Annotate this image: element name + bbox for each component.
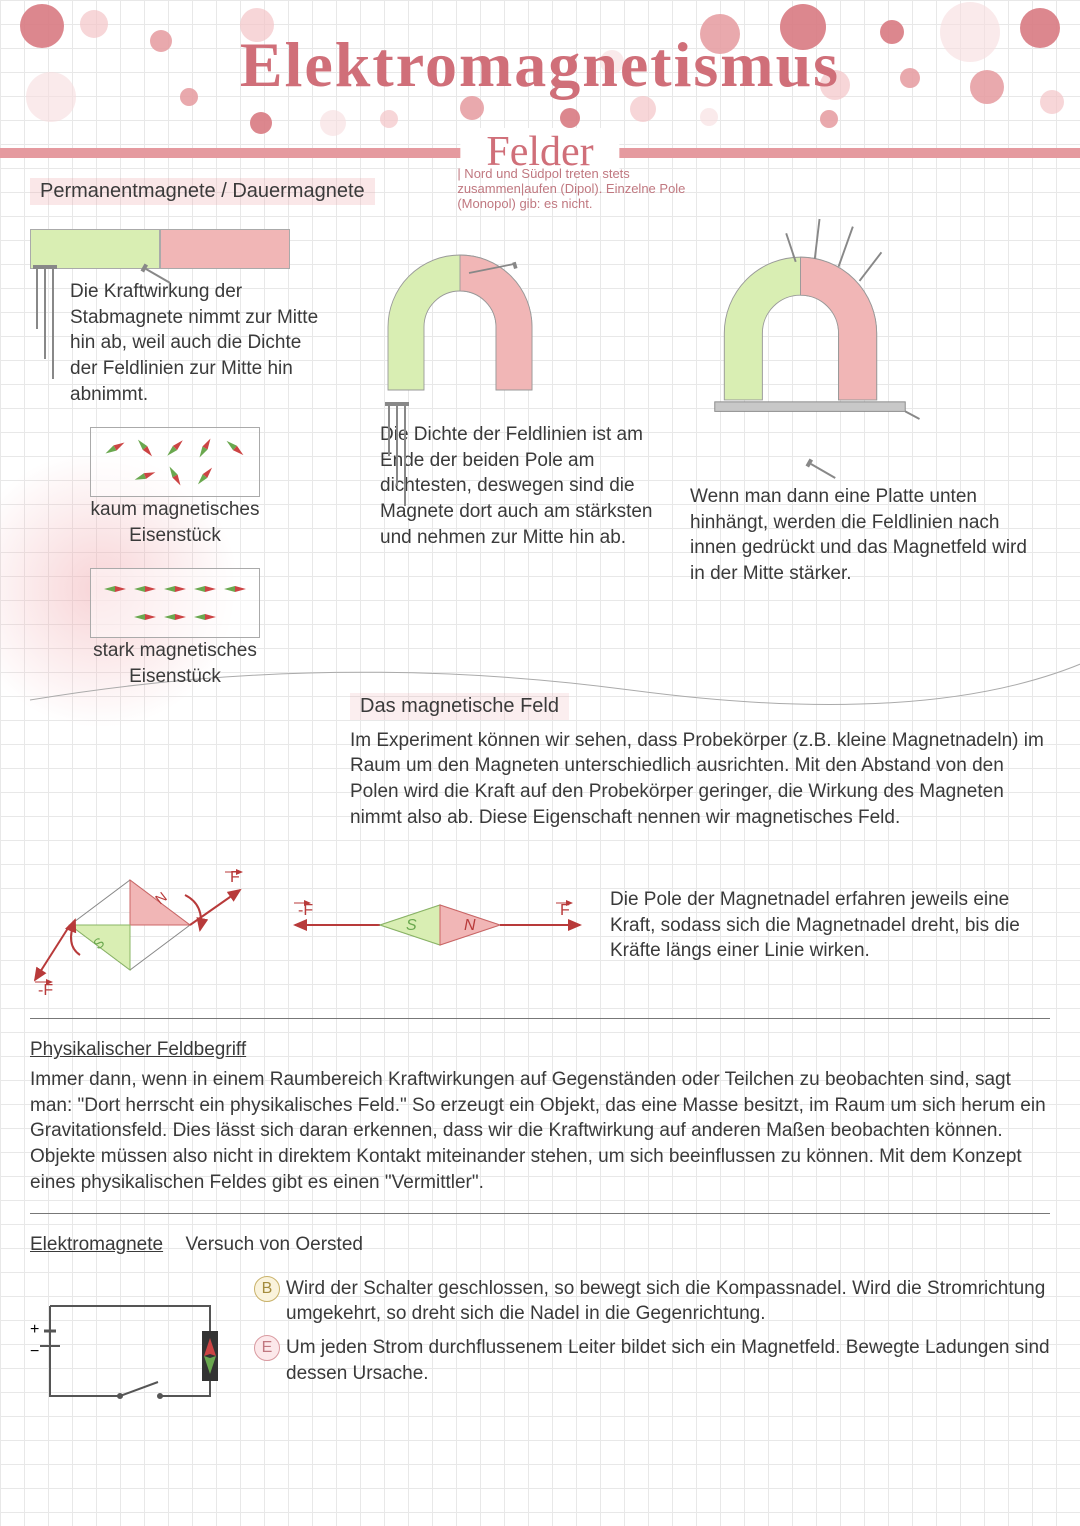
horseshoe-text: Die Dichte der Feldlinien ist am Ende de… xyxy=(380,422,670,550)
aligned-needle-diagram: -F S N F xyxy=(280,885,590,965)
svg-text:-F: -F xyxy=(298,902,313,919)
divider-1 xyxy=(30,1018,1050,1019)
explanation-badge: E xyxy=(254,1335,280,1361)
rotating-needle-diagram: N S F -F xyxy=(30,850,260,1000)
divider-2 xyxy=(30,1213,1050,1214)
page-title: Elektromagnetismus xyxy=(0,28,1080,102)
strong-iron-label: stark magnetisches Eisenstück xyxy=(90,638,260,689)
svg-text:F: F xyxy=(560,902,570,919)
dipole-note: | Nord und Südpol treten stets zusammen|… xyxy=(457,166,687,213)
bar-magnet xyxy=(30,229,290,269)
oersted-observation: Wird der Schalter geschlossen, so bewegt… xyxy=(286,1276,1050,1327)
fieldconcept-body: Immer dann, wenn in einem Raumbereich Kr… xyxy=(30,1067,1050,1195)
iron-box-strong xyxy=(90,568,260,638)
plate-text: Wenn man dann eine Platte unten hinhängt… xyxy=(690,484,1030,587)
oersted-explanation: Um jeden Strom durchflussenem Leiter bil… xyxy=(286,1335,1050,1386)
electromagnets-heading: Elektromagnete xyxy=(30,1234,163,1255)
observation-badge: B xyxy=(254,1276,280,1302)
oersted-circuit: + − xyxy=(30,1276,230,1426)
svg-text:N: N xyxy=(464,917,476,934)
magfield-heading: Das magnetische Feld xyxy=(350,693,569,720)
weak-iron-label: kaum magnetisches Eisenstück xyxy=(90,497,260,548)
barmagnet-text: Die Kraftwirkung der Stabmagnete nimmt z… xyxy=(70,279,330,407)
svg-text:−: − xyxy=(30,1343,39,1360)
iron-box-weak xyxy=(90,427,260,497)
needle-forces-text: Die Pole der Magnetnadel erfahren jeweil… xyxy=(610,887,1050,964)
fieldconcept-heading: Physikalischer Feldbegriff xyxy=(30,1037,1050,1063)
svg-text:-F: -F xyxy=(38,982,53,999)
horseshoe-magnet-2 xyxy=(690,219,930,419)
oersted-heading: Versuch von Oersted xyxy=(186,1234,363,1255)
magfield-body: Im Experiment können wir sehen, dass Pro… xyxy=(350,728,1050,831)
svg-text:S: S xyxy=(406,917,417,934)
svg-text:+: + xyxy=(30,1321,39,1338)
permanent-magnets-label: Permanentmagnete / Dauermagnete xyxy=(30,178,375,205)
horseshoe-magnet-1 xyxy=(350,219,570,399)
